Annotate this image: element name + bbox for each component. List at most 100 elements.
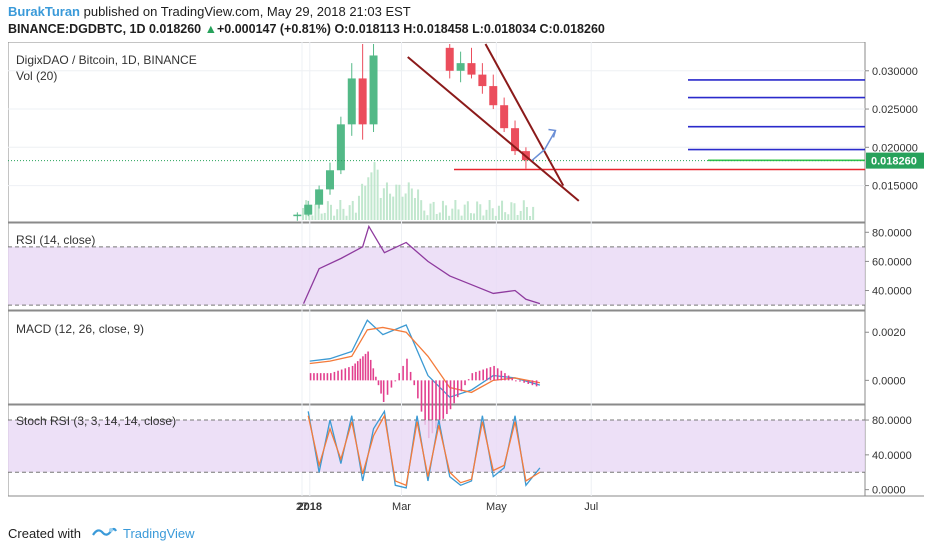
volume-bar [333, 215, 336, 220]
macd-histogram-bar [337, 370, 339, 381]
published-text: published on TradingView.com, May 29, 20… [80, 4, 411, 19]
macd-histogram-bar [431, 380, 434, 434]
volume-bar [361, 183, 364, 220]
volume-bar [342, 208, 345, 220]
y-tick-label: 0.030000 [872, 66, 918, 78]
volume-bar [348, 205, 351, 220]
ohlc-high: H:0.018458 [403, 22, 469, 36]
volume-bar [376, 169, 379, 220]
volume-bar [513, 203, 516, 220]
last-price-label: 0.018260 [871, 156, 917, 168]
macd-histogram-bar [420, 380, 423, 412]
symbol-label: BINANCE:DGDBTC, 1D [8, 22, 146, 36]
macd-histogram-bar [519, 380, 521, 382]
macd-histogram-bar [375, 376, 377, 381]
indicator-band [8, 246, 865, 306]
volume-bar [385, 182, 388, 220]
ohlc-low: L:0.018034 [472, 22, 537, 36]
macd-histogram-bar [424, 380, 426, 425]
volume-bar [379, 197, 382, 220]
candle [293, 214, 302, 217]
macd-histogram-bar [390, 380, 393, 388]
macd-histogram-bar [398, 373, 401, 381]
macd-histogram-bar [348, 367, 350, 381]
volume-bar [317, 201, 320, 220]
x-tick-label: 27 [296, 501, 308, 513]
macd-histogram-bar [478, 370, 481, 381]
volume-bar [302, 208, 304, 220]
macd-histogram-bar [362, 356, 364, 381]
macd-histogram-bar [367, 351, 369, 381]
macd-histogram-bar [364, 353, 367, 381]
volume-bar [507, 214, 510, 220]
volume-bar [479, 204, 482, 220]
macd-histogram-bar [535, 380, 538, 387]
price-title: DigixDAO / Bitcoin, 1D, BINANCE [16, 53, 197, 67]
macd-histogram-bar [493, 365, 495, 381]
macd-histogram-bar [354, 363, 356, 381]
price-pane[interactable] [7, 41, 866, 223]
volume-bar [432, 201, 435, 220]
candle [500, 105, 509, 129]
macd-histogram-bar [351, 365, 354, 381]
macd-histogram-bar [531, 380, 534, 386]
projection-arrow [531, 130, 557, 161]
macd-histogram-bar [496, 368, 499, 381]
volume-bar [357, 195, 360, 220]
y-tick-label: 0.0020 [872, 327, 906, 339]
trend-line [407, 56, 580, 202]
macd-histogram-bar [326, 373, 329, 381]
last-price: 0.018260 [148, 22, 202, 36]
volume-bar [463, 204, 466, 220]
y-tick-label: 0.0000 [872, 485, 906, 497]
volume-bar [336, 209, 339, 220]
candle [445, 47, 454, 71]
x-tick-label: Mar [392, 501, 411, 513]
macd-histogram-bar [482, 369, 484, 381]
change-up-icon: ▲ [204, 22, 217, 36]
macd-histogram-bar [377, 380, 380, 386]
macd-histogram-bar [313, 373, 315, 381]
volume-bar [473, 213, 476, 220]
volume-bar [504, 212, 507, 220]
tradingview-brand-link[interactable]: TradingView [122, 525, 195, 541]
macd-histogram-bar [435, 380, 437, 429]
volume-bar [482, 215, 485, 220]
macd-histogram-bar [402, 365, 404, 381]
volume-bar [392, 196, 395, 220]
volume-bar [516, 214, 519, 220]
candle [478, 74, 487, 87]
volume-bar [410, 188, 413, 220]
volume-bar [345, 215, 348, 220]
volume-bar [435, 213, 438, 220]
volume-bar [501, 200, 504, 220]
volume-bar [389, 193, 392, 220]
macd-histogram-bar [467, 379, 470, 381]
volume-bar [485, 209, 488, 220]
volume-bar [445, 205, 448, 220]
macd-histogram-bar [500, 370, 503, 381]
volume-bar [532, 206, 535, 220]
macd-histogram-bar [515, 380, 517, 382]
macd-histogram-bar [460, 380, 463, 392]
macd-histogram-bar [323, 373, 325, 381]
ohlc-close: C:0.018260 [539, 22, 605, 36]
volume-bar [401, 196, 404, 220]
volume-bar [466, 201, 469, 220]
volume-bar [339, 200, 342, 220]
volume-bar [323, 212, 326, 220]
y-tick-label: 0.020000 [872, 142, 918, 154]
macd-histogram-bar [316, 373, 319, 381]
volume-bar [448, 215, 451, 220]
macd-histogram-bar [344, 368, 347, 381]
volume-bar [476, 201, 479, 220]
chart-area[interactable]: 27 2018 Mar May Jul 0.030000 0.025000 0.020000 0… [7, 41, 924, 520]
y-tick-label: 40.0000 [872, 450, 912, 462]
volume-bar [429, 203, 432, 220]
author-link[interactable]: BurakTuran [8, 4, 80, 19]
y-tick-label: 80.0000 [872, 415, 912, 427]
volume-bar [413, 197, 416, 220]
macd-histogram-bar [319, 373, 322, 381]
macd-histogram-bar [507, 375, 510, 381]
